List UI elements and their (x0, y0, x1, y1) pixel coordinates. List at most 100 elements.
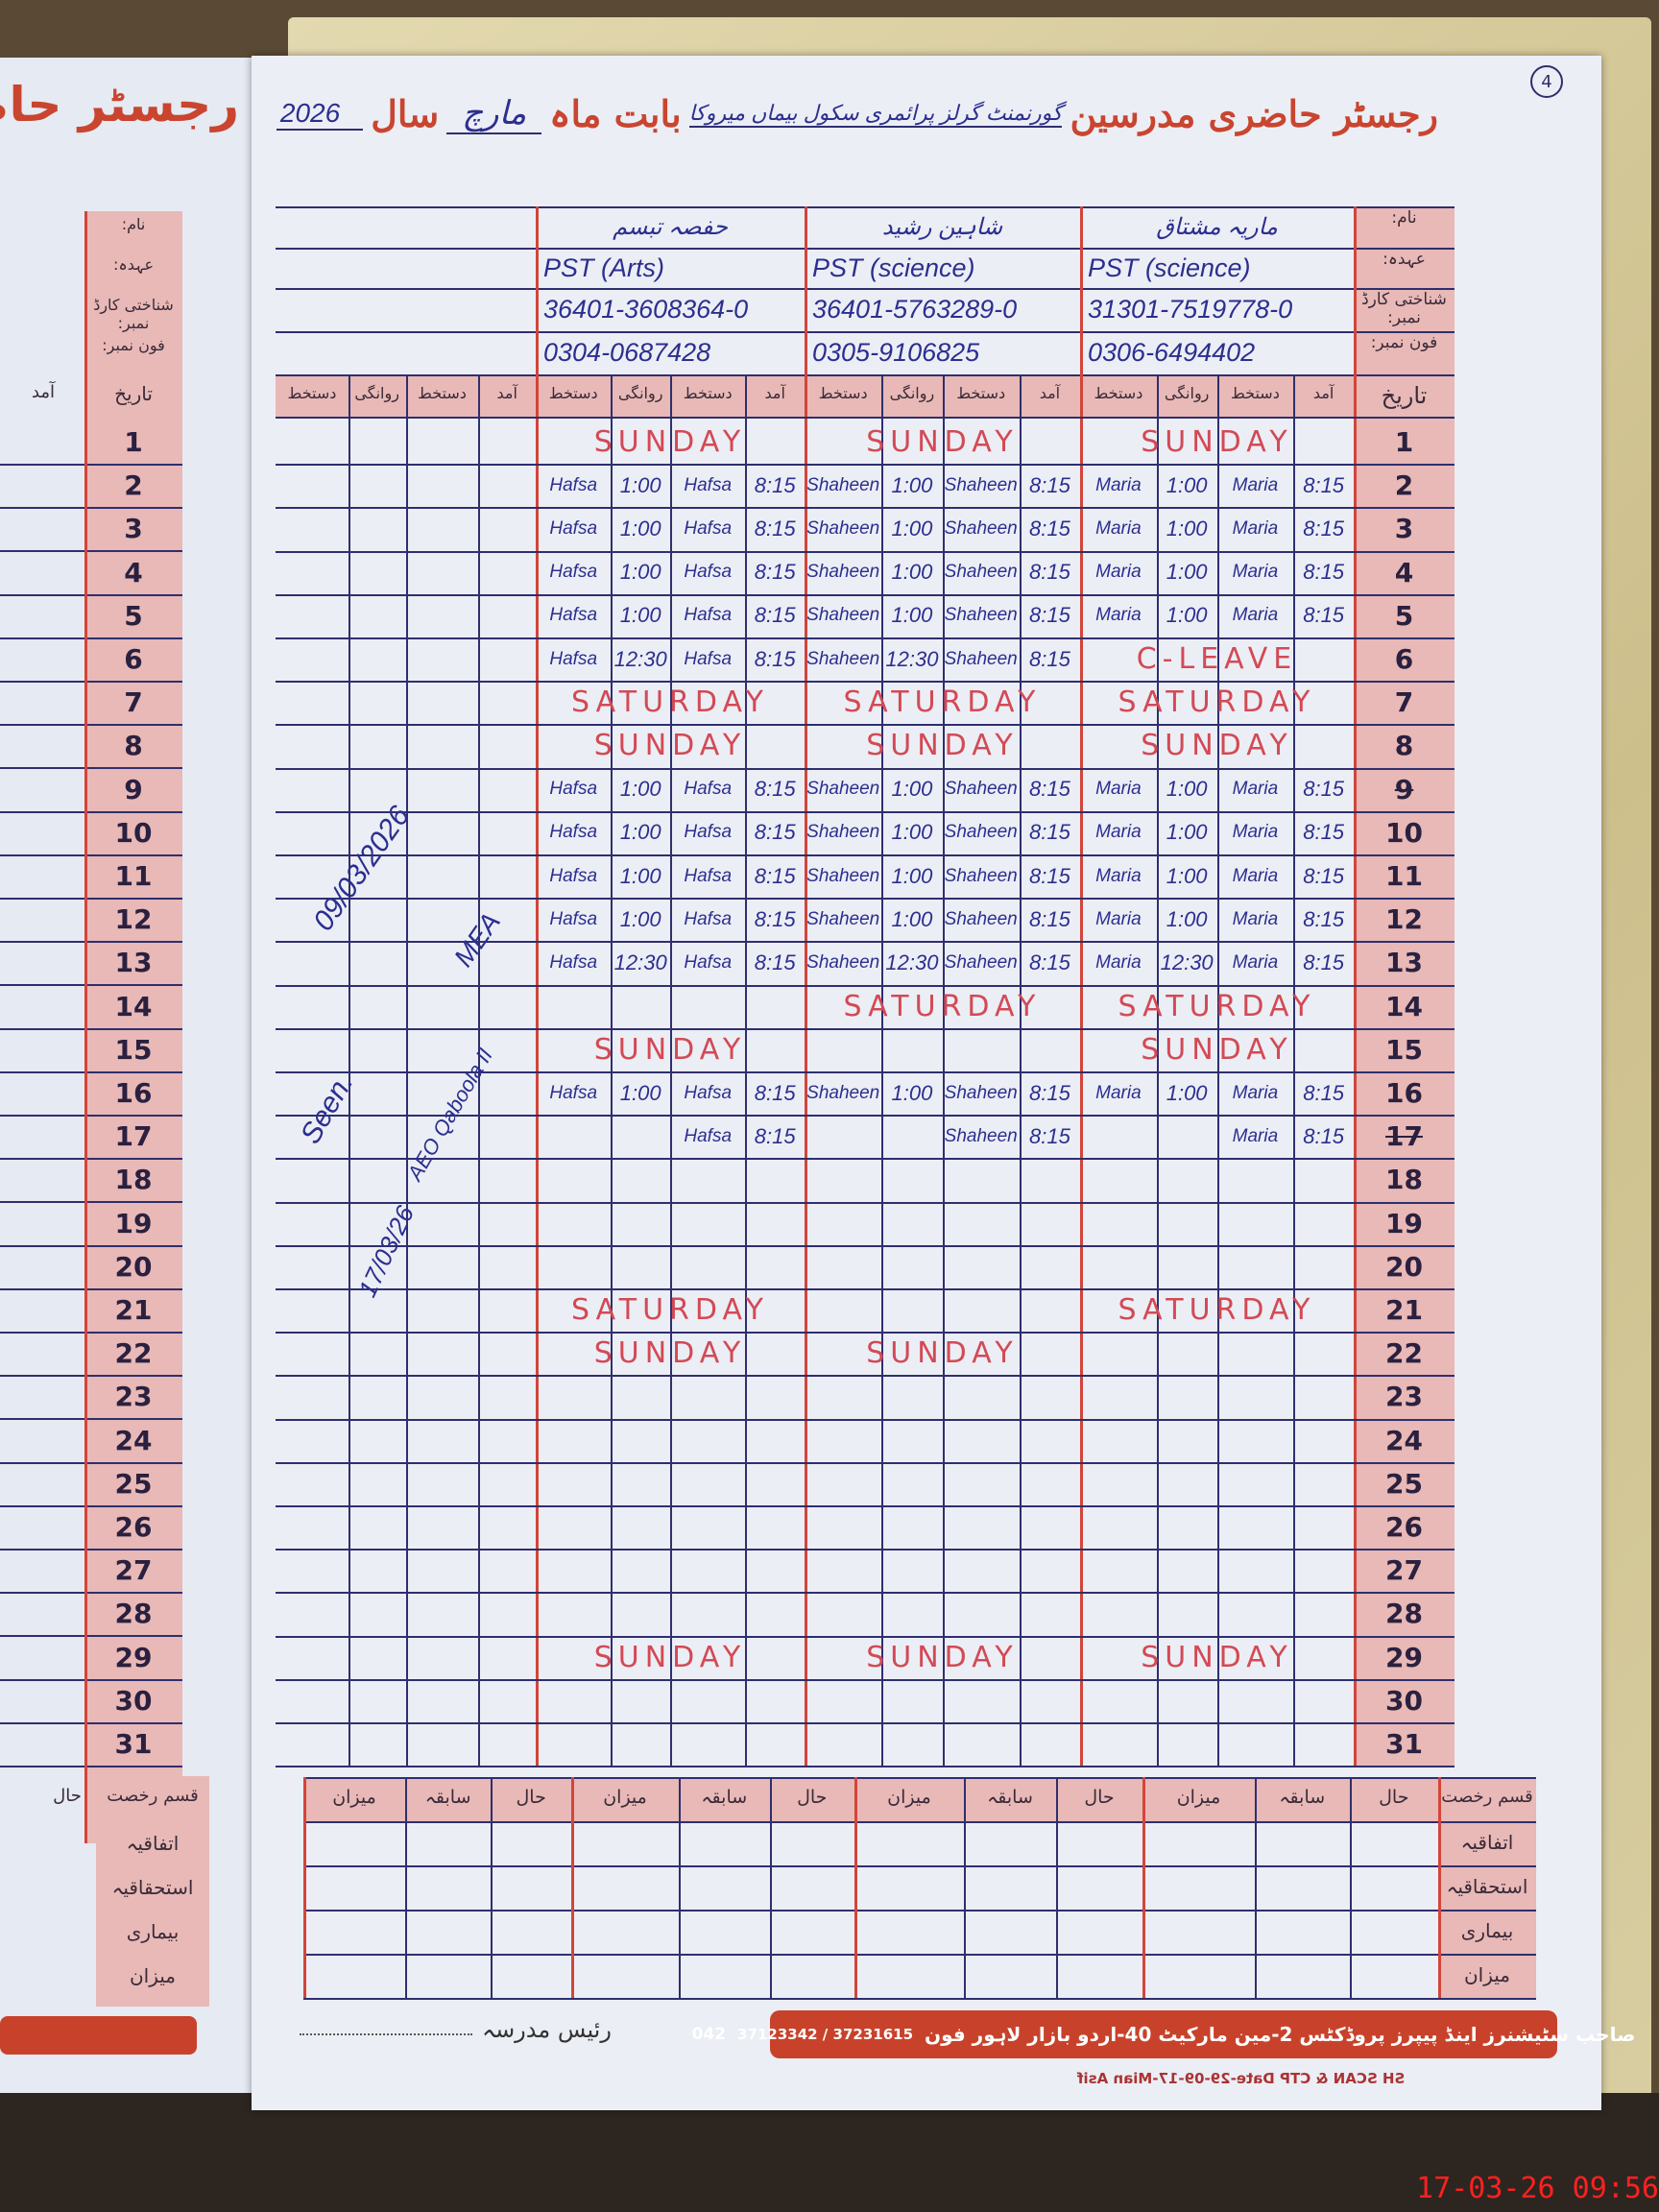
day-status-label: C-LEAVE (1136, 642, 1298, 677)
day-number: 15 (1385, 1033, 1423, 1066)
left-summary-row-label: میزان (129, 1964, 177, 1987)
arrival-signature: Maria (1232, 779, 1279, 800)
day-status-label: SUNDAY (1141, 1032, 1293, 1067)
left-day-number: 27 (114, 1554, 153, 1587)
day-number: 7 (1394, 686, 1414, 719)
row-rule (276, 984, 1455, 987)
departure-signature: Shaheen (806, 822, 880, 843)
left-row-rule (0, 1201, 182, 1204)
arrival-signature: Maria (1232, 908, 1279, 929)
left-row-rule (0, 1592, 182, 1595)
arrival-time: 8:15 (1029, 646, 1070, 671)
summary-column-header: میزان (332, 1787, 376, 1809)
arrival-signature: Maria (1232, 517, 1279, 539)
column-rule (942, 374, 945, 1767)
summary-rule (303, 1865, 1536, 1868)
left-info-label: عہدہ: (112, 255, 155, 274)
departure-signature: Hafsa (549, 908, 598, 929)
departure-signature: Hafsa (549, 474, 598, 495)
departure-time: 12:30 (613, 646, 667, 671)
departure-time: 1:00 (619, 820, 661, 845)
row-rule (276, 1418, 1455, 1421)
rule (276, 248, 1455, 250)
photo-timestamp: 17-03-26 09:56 (1416, 2172, 1659, 2205)
arrival-signature: Maria (1232, 822, 1279, 843)
day-number: 27 (1385, 1554, 1423, 1587)
summary-rule (303, 1954, 1536, 1957)
departure-signature: Hafsa (549, 562, 598, 583)
row-rule (276, 1722, 1455, 1724)
day-number: 2 (1394, 469, 1414, 502)
row-rule (276, 1766, 1455, 1768)
departure-time: 1:00 (1166, 472, 1208, 497)
row-rule (276, 1115, 1455, 1118)
day-number: 4 (1394, 556, 1414, 589)
departure-time: 1:00 (1166, 820, 1208, 845)
day-status-label: SATURDAY (843, 989, 1042, 1023)
left-day-number: 22 (114, 1337, 153, 1370)
day-status-label: SATURDAY (1118, 685, 1316, 720)
row-rule (276, 1027, 1455, 1030)
departure-time: 1:00 (1166, 603, 1208, 628)
left-date-label: تاریخ (114, 382, 153, 405)
day-number: 9 (1394, 773, 1414, 805)
printer-line: SH SCAN & CTP Date-29-09-17-Mian Asif (1077, 2070, 1406, 2087)
left-row-rule (0, 898, 182, 900)
departure-signature: Hafsa (549, 822, 598, 843)
arrival-time: 8:15 (1303, 1080, 1345, 1105)
arrival-time: 8:15 (1029, 516, 1070, 541)
teacher-phone: 0305-9106825 (812, 338, 980, 367)
left-row-rule (0, 1678, 182, 1681)
left-row-rule (0, 1158, 182, 1161)
arrival-signature: Hafsa (684, 865, 733, 886)
inspection-title-1: MEA (447, 906, 507, 973)
departure-signature: Maria (1095, 908, 1142, 929)
departure-time: 1:00 (1166, 560, 1208, 585)
column-rule (1156, 374, 1159, 1767)
row-rule (276, 724, 1455, 727)
left-day-number: 13 (114, 947, 153, 979)
departure-time: 1:00 (891, 777, 933, 802)
left-day-number: 15 (114, 1033, 153, 1066)
left-day-number: 8 (124, 730, 143, 762)
day-number: 5 (1394, 599, 1414, 632)
departure-time: 1:00 (891, 516, 933, 541)
rule (276, 374, 1455, 376)
column-header-departure: روانگی (889, 384, 935, 402)
left-date-bg (84, 211, 182, 1843)
column-rule (348, 374, 350, 1767)
month-label: بابت ماہ (549, 92, 682, 135)
day-status-label: SUNDAY (866, 1640, 1019, 1674)
day-status-label: SUNDAY (866, 729, 1019, 763)
arrival-time: 8:15 (1303, 472, 1345, 497)
left-day-number: 2 (124, 469, 143, 502)
left-day-number: 5 (124, 599, 143, 632)
departure-signature: Shaheen (806, 474, 880, 495)
row-rule (276, 767, 1455, 770)
arrival-signature: Maria (1232, 1125, 1279, 1146)
day-status-label: SATURDAY (843, 685, 1042, 720)
left-row-rule (0, 1375, 182, 1378)
day-status-label: SUNDAY (866, 1336, 1019, 1371)
summary-row-label: میزان (1463, 1963, 1511, 1987)
arrival-time: 8:15 (1303, 950, 1345, 974)
left-row-rule (0, 854, 182, 856)
day-number: 26 (1385, 1511, 1423, 1544)
day-number: 17 (1385, 1120, 1423, 1153)
day-status-label: SUNDAY (593, 729, 747, 763)
inspection-date-1: 09/03/2026 (307, 800, 417, 937)
summary-rule (303, 1910, 1536, 1912)
left-day-number: 26 (114, 1511, 153, 1543)
departure-time: 1:00 (619, 906, 661, 931)
school-name: گورنمنٹ گرلز پرائمری سکول بیماں میروکا (688, 101, 1063, 128)
departure-signature: Hafsa (549, 648, 598, 669)
publisher-phone-code: 042 (691, 2025, 727, 2044)
left-info-label: شناختی کارڈ نمبر: (93, 296, 174, 332)
departure-signature: Hafsa (549, 517, 598, 539)
arrival-time: 8:15 (754, 950, 796, 974)
departure-time: 1:00 (619, 863, 661, 888)
left-summary-row-label: استحقاقیہ (111, 1876, 194, 1899)
day-status-label: SUNDAY (1141, 425, 1293, 460)
left-row-rule (0, 507, 182, 510)
column-header-departure: روانگی (354, 384, 399, 402)
